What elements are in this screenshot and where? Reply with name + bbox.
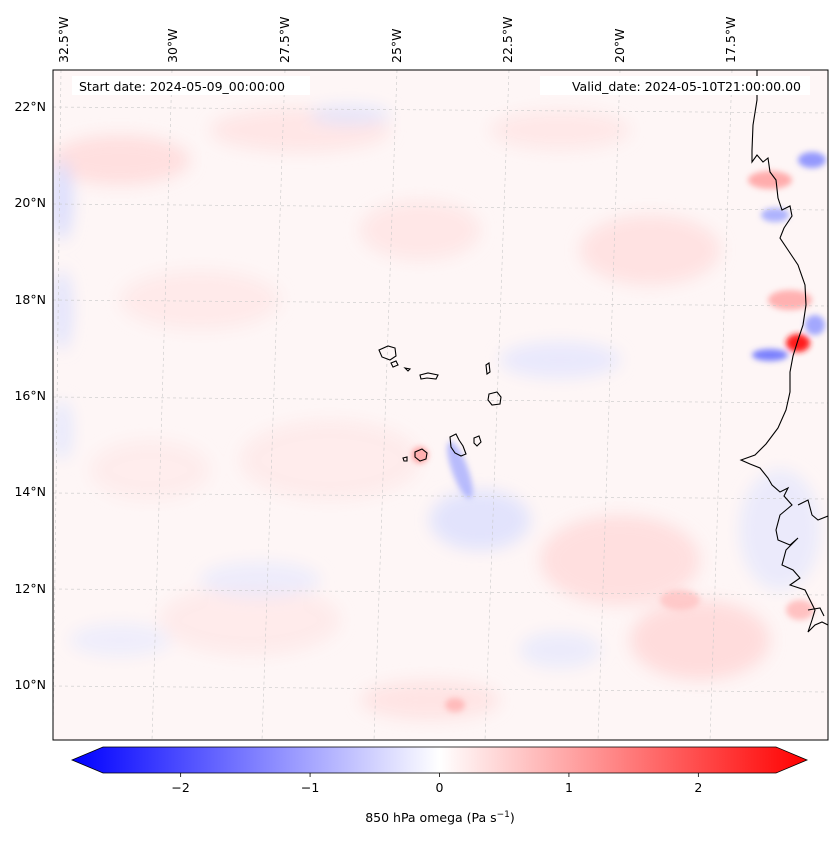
omega-anomalies	[53, 105, 820, 720]
lat-label: 20°N	[14, 195, 46, 210]
lon-label: 25°W	[389, 28, 404, 63]
island-fogo	[414, 448, 428, 462]
colorbar-tick-label: 2	[694, 780, 702, 795]
map-frame	[52, 69, 829, 741]
latitude-labels: 22°N 20°N 18°N 16°N 14°N 12°N 10°N	[14, 99, 46, 692]
lat-label: 22°N	[14, 99, 46, 114]
colorbar: −2 −1 0 1 2 850 hPa omega (Pa s−1)	[70, 746, 809, 825]
start-date-label: Start date: 2024-05-09_00:00:00	[79, 79, 285, 94]
map-panel: Start date: 2024-05-09_00:00:00 Valid_da…	[52, 69, 829, 741]
lat-label: 12°N	[14, 581, 46, 596]
colorbar-bar	[70, 746, 809, 774]
colorbar-label: 850 hPa omega (Pa s−1)	[365, 810, 515, 825]
lon-label: 20°W	[612, 28, 627, 63]
island-boa-vista	[487, 391, 502, 406]
lat-label: 10°N	[14, 677, 46, 692]
lon-label: 32.5°W	[56, 17, 71, 63]
lon-label: 22.5°W	[500, 17, 515, 63]
coastline	[378, 70, 828, 633]
coast-inlet	[797, 499, 828, 521]
west-africa-coastline	[739, 70, 828, 633]
island-brava	[402, 456, 408, 462]
omega-coastal-features	[412, 152, 826, 712]
coast-inlet-south	[807, 607, 825, 617]
colorbar-tick-label: −1	[301, 780, 319, 795]
lat-label: 16°N	[14, 388, 46, 403]
omega-field	[53, 70, 828, 740]
lat-label: 14°N	[14, 484, 46, 499]
colorbar-tick-label: −2	[171, 780, 189, 795]
island-santo-antao	[378, 345, 397, 361]
lon-label: 17.5°W	[723, 17, 738, 63]
colorbar-tick-label: 1	[565, 780, 573, 795]
island-sal	[485, 362, 491, 375]
valid-date-box	[540, 76, 810, 95]
lon-label: 30°W	[165, 28, 180, 63]
island-santa-luzia	[403, 367, 412, 372]
lon-label: 27.5°W	[277, 17, 292, 63]
island-sao-vicente	[390, 360, 399, 368]
colorbar-tick-label: 0	[436, 780, 444, 795]
island-santiago	[449, 433, 467, 457]
island-sao-nicolau	[419, 372, 439, 380]
lat-label: 18°N	[14, 292, 46, 307]
gridlines	[52, 69, 829, 741]
colorbar-ticks: −2 −1 0 1 2	[171, 773, 702, 795]
start-date-box	[72, 76, 310, 95]
island-maio	[473, 435, 482, 447]
longitude-labels: 32.5°W 30°W 27.5°W 25°W 22.5°W 20°W 17.5…	[56, 17, 738, 63]
valid-date-label: Valid_date: 2024-05-10T21:00:00.00	[572, 79, 801, 94]
